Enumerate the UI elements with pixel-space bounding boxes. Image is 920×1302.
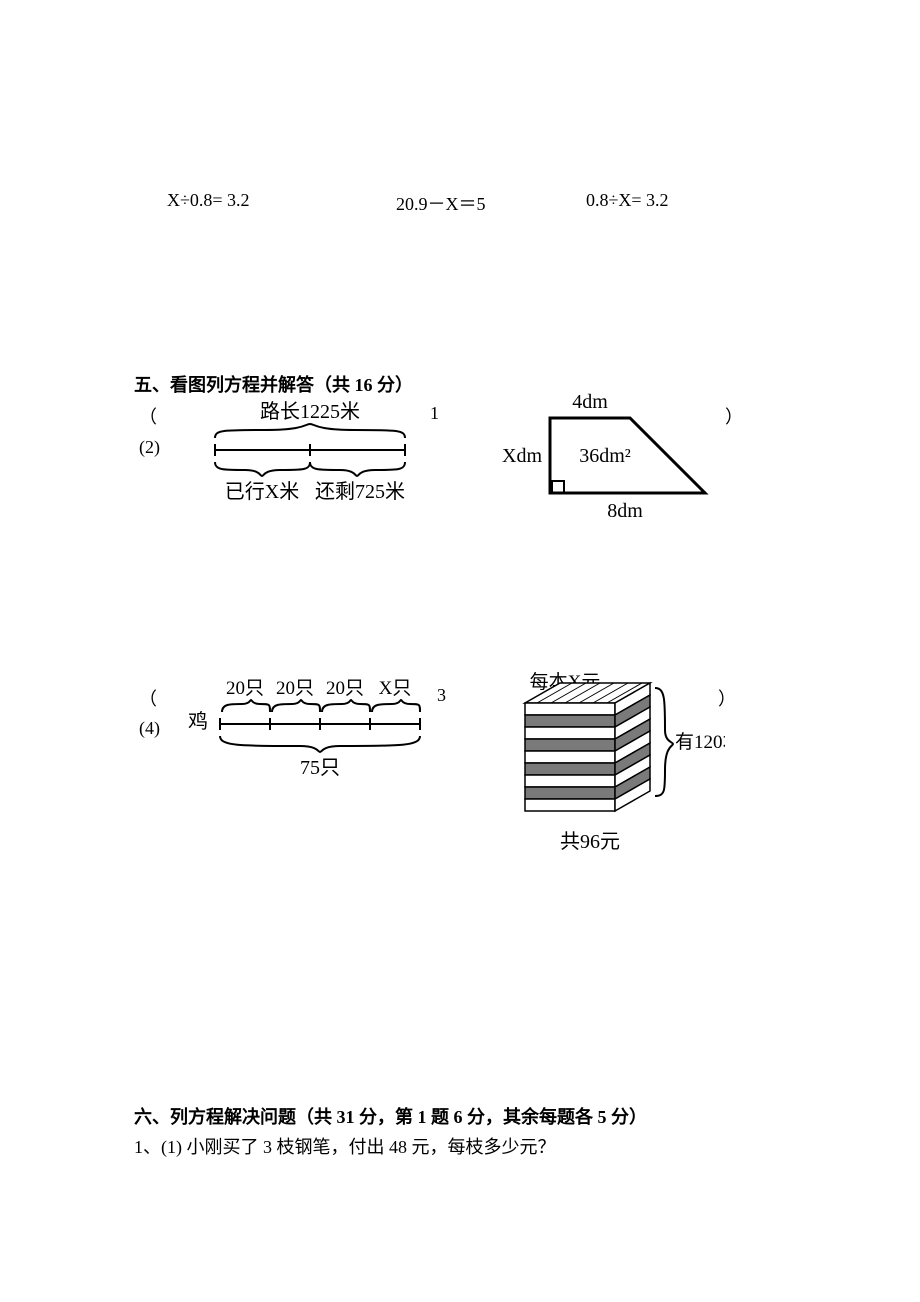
fig2-area-label: 36dm²: [579, 445, 631, 467]
paren-close-1: ）: [725, 403, 743, 429]
section6-q1: 1、(1) 小刚买了 3 枝钢笔，付出 48 元，每枝多少元？: [134, 1133, 556, 1159]
marker-3: 3: [437, 685, 446, 706]
fig4-right-brace: [655, 688, 673, 796]
equation-2: 20.9－X＝5: [396, 190, 486, 216]
fig1-top-brace: [215, 424, 405, 438]
fig3-bottom-label: 75只: [300, 757, 340, 779]
figure-4: 每本X元: [495, 670, 725, 870]
fig1-bottom-left-brace: [215, 462, 310, 476]
page: X÷0.8= 3.2 20.9－X＝5 0.8÷X= 3.2 五、看图列方程并解…: [0, 0, 920, 1302]
fig1-top-label: 路长1225米: [260, 400, 360, 423]
figure-3: 20只 20只 20只 X只 鸡 75只: [180, 676, 430, 796]
marker-4: (4): [139, 718, 160, 739]
equation-1: X÷0.8= 3.2: [167, 190, 250, 211]
section5-heading: 五、看图列方程并解答（共 16 分）: [134, 371, 413, 397]
fig2-bottom-label: 8dm: [607, 500, 643, 522]
fig1-bottom-right-label: 还剩725米: [315, 480, 405, 503]
fig1-bottom-left-label: 已行X米: [225, 480, 299, 503]
fig3-bottom-brace: [220, 736, 420, 752]
fig4-right-label: 有120本: [675, 731, 725, 753]
marker-1: 1: [430, 403, 439, 424]
fig2-left-label: Xdm: [502, 445, 542, 467]
fig3-left-label: 鸡: [188, 710, 208, 733]
figure-1: 路长1225米 已行X米 还剩725米: [195, 398, 425, 518]
fig4-bottom-label: 共96元: [560, 830, 620, 853]
section6-heading: 六、列方程解决问题（共 31 分，第 1 题 6 分，其余每题各 5 分）: [134, 1103, 647, 1129]
figure-2: 4dm Xdm 36dm² 8dm: [495, 390, 715, 525]
fig1-bottom-right-brace: [310, 462, 405, 476]
equation-3: 0.8÷X= 3.2: [586, 190, 669, 211]
fig2-right-angle: [552, 481, 564, 493]
marker-2: (2): [139, 437, 160, 458]
fig3-seg-2: 20只: [326, 678, 364, 699]
paren-open-2: （: [139, 685, 157, 711]
fig3-seg-0: 20只: [226, 678, 264, 699]
fig3-seg-1: 20只: [276, 678, 314, 699]
fig4-stack: [525, 683, 650, 811]
fig2-top-label: 4dm: [572, 391, 608, 413]
fig3-seg-3: X只: [379, 678, 412, 699]
paren-open-1: （: [139, 403, 157, 429]
